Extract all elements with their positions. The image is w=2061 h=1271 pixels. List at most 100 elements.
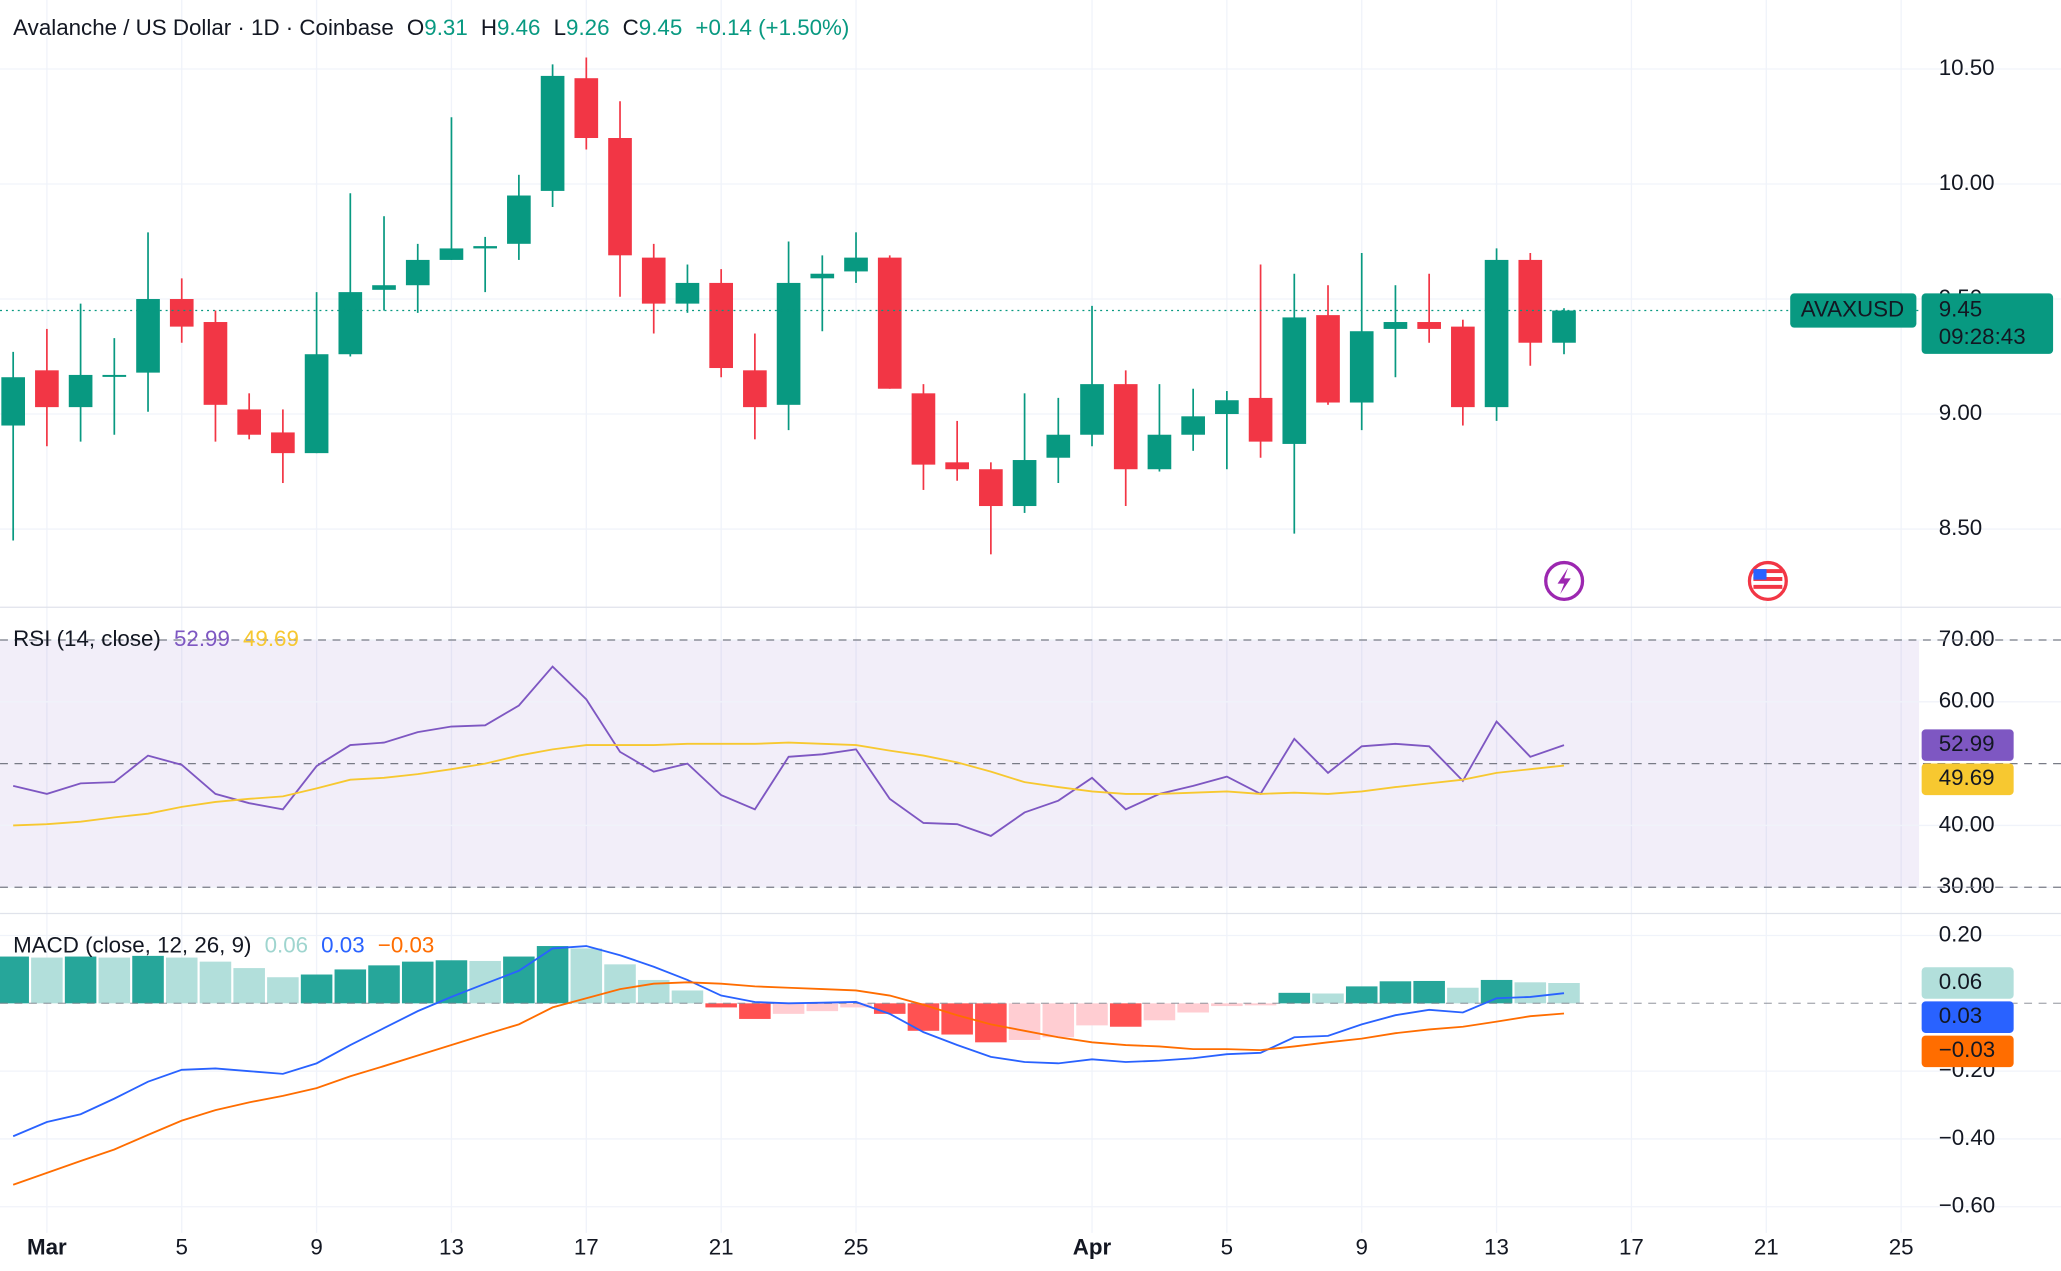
- y-tick-label: 10.50: [1939, 55, 1995, 80]
- histogram-bar: [165, 957, 198, 1004]
- ohlc-label: O: [407, 15, 424, 40]
- candle-body: [1484, 259, 1509, 408]
- last-value-label: 0.03: [1939, 1003, 1982, 1028]
- candle-body: [68, 374, 93, 408]
- histogram-bar: [1312, 993, 1344, 1004]
- economic-event-icon[interactable]: [1747, 560, 1788, 601]
- histogram-bar: [1278, 992, 1311, 1004]
- last-value-label-box: [1921, 1001, 2014, 1033]
- ohlc-value: 9.31: [424, 15, 467, 40]
- legend-value: 52.99: [174, 626, 230, 651]
- histogram-bar: [267, 977, 299, 1004]
- candle-body: [1417, 322, 1441, 329]
- candle-body: [1552, 310, 1576, 343]
- last-value-label-box: [1921, 967, 2014, 999]
- rsi-line: [13, 741, 1565, 827]
- x-tick-label: 21: [1754, 1235, 1779, 1260]
- x-tick-label: 25: [844, 1235, 869, 1260]
- x-tick-label: 5: [1221, 1235, 1233, 1260]
- histogram-bar: [1244, 1003, 1277, 1006]
- histogram-bar: [1345, 986, 1378, 1004]
- x-tick-label: 13: [1484, 1235, 1509, 1260]
- candle-body: [304, 354, 329, 454]
- indicator-title: MACD (close, 12, 26, 9): [13, 932, 251, 957]
- x-tick-label: 17: [574, 1235, 599, 1260]
- histogram-bar: [1076, 1003, 1108, 1026]
- legend-value: 49.69: [243, 626, 299, 651]
- candle-body: [1248, 397, 1273, 442]
- y-tick-label: 30.00: [1939, 873, 1995, 898]
- histogram-bar: [1447, 987, 1479, 1004]
- candle-body: [372, 285, 396, 290]
- candle-body: [1181, 416, 1205, 435]
- histogram-bar: [1008, 1003, 1041, 1040]
- ohlc-label: C: [623, 15, 639, 40]
- histogram-bar: [840, 1003, 872, 1008]
- y-tick-label: 8.50: [1939, 515, 1982, 540]
- histogram-bar: [975, 1003, 1007, 1043]
- ohlc-label: H: [481, 15, 497, 40]
- candle-body: [203, 322, 228, 405]
- histogram-bar: [64, 956, 97, 1004]
- countdown: 09:28:43: [1939, 324, 2026, 349]
- legend-value: 0.03: [321, 932, 364, 957]
- candle-body: [1383, 322, 1408, 329]
- histogram-bar: [873, 1003, 906, 1014]
- candle-body: [1518, 259, 1543, 343]
- macd-line: [12, 945, 1565, 1138]
- last-value-label: 52.99: [1939, 731, 1995, 756]
- y-tick-label: 70.00: [1939, 626, 1995, 651]
- candle-body: [473, 246, 497, 249]
- candle-body: [1215, 400, 1239, 415]
- histogram-bar: [401, 961, 434, 1004]
- x-tick-label: 9: [1356, 1235, 1368, 1260]
- y-tick-label: 9.00: [1939, 400, 1982, 425]
- candle-body: [810, 273, 835, 279]
- histogram-bar: [739, 1003, 771, 1019]
- candle-body: [844, 257, 868, 272]
- candle-body: [169, 299, 194, 327]
- candle-body: [1046, 434, 1071, 458]
- y-tick-label: 0.20: [1939, 921, 1982, 946]
- ohlc-value: 9.46: [497, 15, 540, 40]
- candle-body: [271, 432, 295, 454]
- last-value-label: 49.69: [1939, 765, 1995, 790]
- x-tick-label: Mar: [27, 1235, 67, 1260]
- candle-body: [237, 409, 261, 435]
- histogram-bar: [570, 948, 603, 1004]
- histogram-bar: [1143, 1003, 1176, 1021]
- histogram-bar: [98, 957, 131, 1004]
- x-tick-label: Apr: [1073, 1235, 1112, 1260]
- candle-body: [507, 195, 531, 244]
- candle-body: [1316, 315, 1340, 403]
- ohlc-label: L: [554, 15, 566, 40]
- change: +0.14 (+1.50%): [695, 15, 849, 40]
- y-tick-label: −0.40: [1939, 1125, 1996, 1150]
- event-icon[interactable]: [1544, 560, 1585, 601]
- candle-body: [1147, 434, 1172, 470]
- indicator-title: RSI (14, close): [13, 626, 161, 651]
- candle-body: [1080, 384, 1104, 435]
- candle-body: [1282, 317, 1307, 444]
- histogram-bar: [1042, 1003, 1075, 1038]
- candle-body: [574, 78, 599, 139]
- last-value-label: −0.03: [1939, 1037, 1996, 1062]
- x-tick-label: 21: [709, 1235, 734, 1260]
- y-tick-label: 10.00: [1939, 170, 1995, 195]
- histogram-bar: [1379, 981, 1412, 1004]
- header: Avalanche / US Dollar · 1D · Coinbase O9.…: [13, 15, 849, 40]
- last-value-label-box: [1921, 729, 2014, 761]
- candle-body: [136, 299, 160, 373]
- ohlc-value: 9.45: [639, 15, 682, 40]
- histogram-bar: [300, 974, 333, 1004]
- legend-value: 0.06: [265, 932, 308, 957]
- legend-value: −0.03: [378, 932, 435, 957]
- candle-body: [1, 377, 26, 426]
- candle-body: [1451, 326, 1475, 408]
- histogram-bar: [806, 1003, 839, 1012]
- symbol-box: [1790, 293, 1917, 328]
- histogram-bar: [233, 968, 265, 1004]
- x-tick-label: 25: [1889, 1235, 1914, 1260]
